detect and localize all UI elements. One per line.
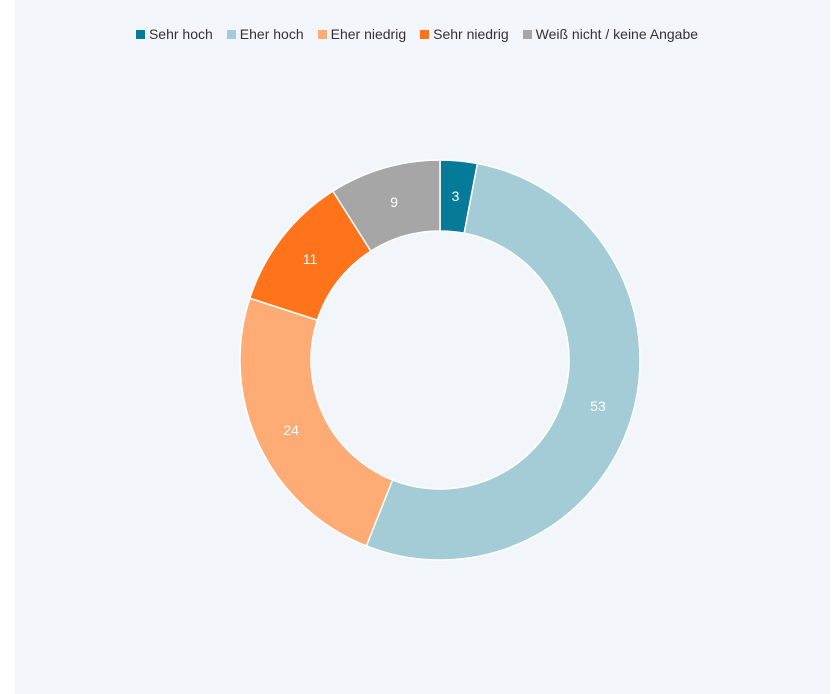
legend-swatch xyxy=(135,29,145,39)
legend-swatch xyxy=(420,29,430,39)
legend-item-eher-hoch[interactable]: Eher hoch xyxy=(226,26,304,42)
legend-item-eher-niedrig[interactable]: Eher niedrig xyxy=(317,26,407,42)
legend-item-sehr-hoch[interactable]: Sehr hoch xyxy=(135,26,213,42)
legend-label: Eher niedrig xyxy=(330,26,407,42)
legend-label: Weiß nicht / keine Angabe xyxy=(535,26,699,42)
slice-value-label: 3 xyxy=(452,188,460,204)
slice-value-label: 53 xyxy=(590,398,606,414)
legend-swatch xyxy=(317,29,327,39)
donut-slice[interactable] xyxy=(365,162,641,561)
legend-label: Sehr hoch xyxy=(148,26,213,42)
legend-item-sehr-niedrig[interactable]: Sehr niedrig xyxy=(420,26,509,42)
legend-swatch xyxy=(522,29,532,39)
legend-item-weiss-nicht[interactable]: Weiß nicht / keine Angabe xyxy=(522,26,699,42)
slice-value-label: 9 xyxy=(390,194,398,210)
legend-swatch xyxy=(226,29,236,39)
donut-slice[interactable] xyxy=(331,159,441,253)
slice-value-label: 11 xyxy=(303,251,318,267)
chart-panel xyxy=(15,0,830,694)
legend-label: Eher hoch xyxy=(239,26,304,42)
donut-slice[interactable] xyxy=(239,297,394,547)
chart-legend: Sehr hoch Eher hoch Eher niedrig Sehr ni… xyxy=(0,26,834,42)
legend-label: Sehr niedrig xyxy=(433,26,509,42)
slice-value-label: 24 xyxy=(283,422,299,438)
